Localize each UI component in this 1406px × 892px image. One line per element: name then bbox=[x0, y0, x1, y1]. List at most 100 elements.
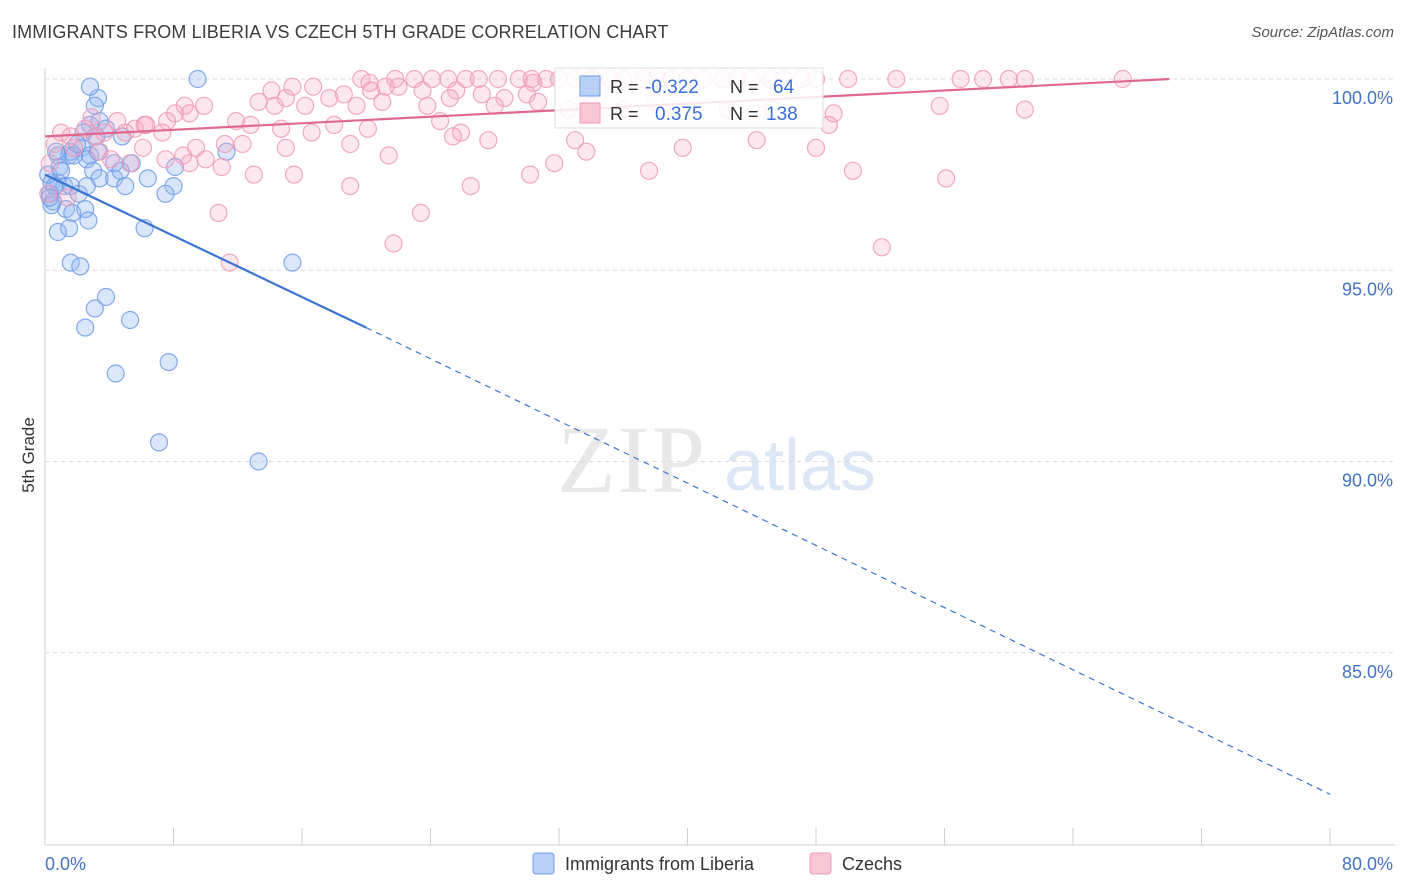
series-legend: Immigrants from Liberia Czechs bbox=[532, 852, 902, 875]
point-czechs-60 bbox=[528, 92, 548, 112]
point-czechs-56 bbox=[373, 92, 392, 112]
point-czechs-134 bbox=[58, 188, 77, 207]
point-czechs-113 bbox=[40, 154, 59, 173]
series-swatch-liberia bbox=[532, 852, 555, 875]
point-liberia-20 bbox=[138, 169, 157, 188]
point-liberia-15 bbox=[84, 161, 103, 180]
point-czechs-106 bbox=[479, 131, 498, 150]
point-liberia-60 bbox=[47, 142, 66, 161]
point-czechs-101 bbox=[233, 134, 252, 154]
trend-line-liberia bbox=[44, 173, 367, 329]
point-liberia-42 bbox=[283, 253, 302, 272]
watermark-atlas: atlas bbox=[724, 426, 876, 506]
legend-n-label-czechs: N = bbox=[730, 104, 759, 124]
y-tick-label-3: 85.0% bbox=[1342, 662, 1393, 682]
point-liberia-47 bbox=[159, 353, 178, 372]
point-czechs-81 bbox=[358, 119, 377, 138]
point-czechs-39 bbox=[262, 81, 281, 100]
point-czechs-38 bbox=[389, 77, 408, 96]
point-czechs-123 bbox=[461, 177, 480, 196]
series-swatch-czechs bbox=[809, 852, 832, 875]
point-czechs-78 bbox=[272, 119, 291, 138]
point-czechs-124 bbox=[520, 165, 540, 184]
point-czechs-94 bbox=[45, 134, 64, 154]
point-czechs-97 bbox=[133, 138, 153, 157]
legend-r-value-czechs: 0.375 bbox=[655, 104, 703, 125]
point-liberia-43 bbox=[96, 287, 116, 307]
point-czechs-68 bbox=[930, 96, 949, 115]
watermark-zip: ZIP bbox=[557, 406, 707, 513]
point-liberia-44 bbox=[85, 299, 104, 318]
point-czechs-79 bbox=[302, 123, 321, 142]
point-liberia-36 bbox=[59, 219, 79, 238]
point-czechs-118 bbox=[196, 150, 215, 169]
point-liberia-50 bbox=[249, 452, 268, 471]
legend-r-label-liberia: R = bbox=[610, 77, 639, 97]
point-czechs-29 bbox=[838, 69, 858, 89]
point-czechs-44 bbox=[376, 77, 395, 96]
point-czechs-128 bbox=[936, 169, 956, 188]
point-czechs-119 bbox=[212, 157, 231, 177]
gridlines bbox=[45, 78, 1395, 654]
y-tick-label-1: 95.0% bbox=[1342, 279, 1393, 299]
y-tick-label-2: 90.0% bbox=[1342, 471, 1393, 491]
point-czechs-120 bbox=[244, 165, 263, 184]
point-czechs-126 bbox=[639, 161, 659, 180]
point-liberia-48 bbox=[106, 364, 125, 383]
y-tick-label-0: 100.0% bbox=[1332, 88, 1393, 108]
point-czechs-9 bbox=[509, 69, 528, 89]
point-czechs-74 bbox=[180, 104, 199, 123]
point-czechs-103 bbox=[341, 134, 360, 154]
stats-legend: R = -0.322 N = 64 R = 0.375 N = 138 bbox=[554, 67, 824, 129]
point-czechs-87 bbox=[153, 123, 172, 142]
point-czechs-35 bbox=[1113, 69, 1132, 89]
point-czechs-86 bbox=[137, 115, 156, 135]
point-czechs-32 bbox=[973, 69, 993, 89]
point-czechs-53 bbox=[296, 96, 315, 115]
point-czechs-31 bbox=[951, 69, 970, 89]
point-czechs-7 bbox=[469, 69, 488, 89]
point-czechs-48 bbox=[495, 88, 514, 108]
x-tick-label-0: 0.0% bbox=[45, 854, 86, 874]
series-label-liberia: Immigrants from Liberia bbox=[565, 854, 755, 874]
point-czechs-88 bbox=[76, 119, 95, 138]
point-liberia-2 bbox=[188, 69, 207, 89]
legend-r-label-czechs: R = bbox=[610, 104, 639, 124]
point-liberia-56 bbox=[116, 177, 135, 196]
point-czechs-58 bbox=[440, 88, 459, 108]
point-liberia-46 bbox=[121, 310, 140, 330]
point-czechs-102 bbox=[276, 138, 295, 157]
point-liberia-1 bbox=[80, 77, 100, 96]
point-liberia-55 bbox=[64, 146, 84, 165]
point-czechs-107 bbox=[565, 131, 585, 150]
legend-n-value-liberia: 64 bbox=[773, 77, 795, 98]
point-czechs-117 bbox=[180, 154, 199, 173]
point-czechs-43 bbox=[362, 81, 381, 100]
point-czechs-42 bbox=[334, 85, 353, 104]
point-czechs-122 bbox=[341, 177, 360, 196]
point-czechs-95 bbox=[64, 138, 84, 157]
point-liberia-40 bbox=[61, 253, 80, 272]
point-czechs-67 bbox=[824, 104, 843, 123]
point-czechs-59 bbox=[485, 96, 504, 115]
point-czechs-30 bbox=[887, 69, 906, 89]
chart-title: IMMIGRANTS FROM LIBERIA VS CZECH 5TH GRA… bbox=[12, 22, 669, 42]
axes: 100.0% 95.0% 90.0% 85.0% 0.0% 80.0% bbox=[44, 68, 1395, 874]
point-czechs-135 bbox=[82, 108, 101, 127]
point-czechs-45 bbox=[413, 81, 432, 100]
point-czechs-108 bbox=[577, 142, 596, 161]
point-czechs-57 bbox=[418, 96, 437, 115]
point-czechs-46 bbox=[447, 81, 466, 100]
point-liberia-34 bbox=[76, 200, 95, 219]
point-czechs-33 bbox=[999, 69, 1018, 89]
point-czechs-100 bbox=[215, 134, 234, 154]
point-czechs-69 bbox=[1015, 100, 1034, 119]
point-czechs-121 bbox=[284, 165, 304, 184]
legend-n-value-czechs: 138 bbox=[766, 104, 798, 125]
point-czechs-114 bbox=[101, 150, 121, 169]
point-czechs-110 bbox=[747, 131, 766, 150]
point-liberia-53 bbox=[42, 196, 61, 215]
point-czechs-105 bbox=[443, 127, 463, 146]
point-czechs-75 bbox=[194, 96, 214, 115]
